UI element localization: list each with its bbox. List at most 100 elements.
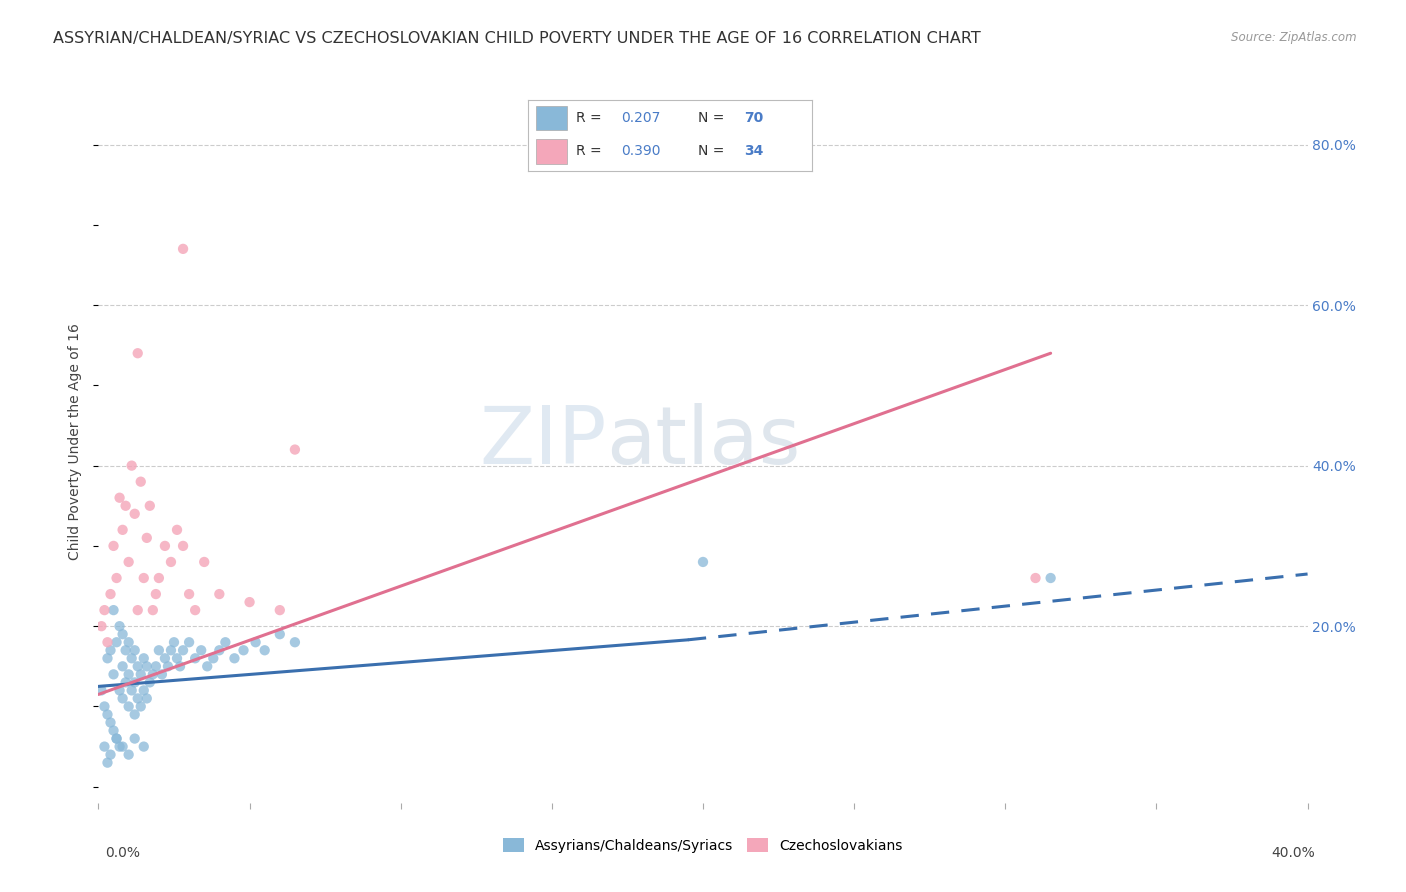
Point (245, 635, 267, 649)
Point (105, 635, 128, 649)
Point (132, 683, 155, 698)
Point (105, 731, 128, 746)
Point (111, 739, 134, 754)
Point (169, 659, 191, 673)
Point (145, 659, 167, 673)
Text: ZIP: ZIP (479, 402, 606, 481)
Point (232, 643, 254, 657)
Point (108, 619, 131, 633)
Point (124, 507, 146, 521)
Point (121, 458, 143, 473)
Point (111, 627, 134, 641)
Point (114, 643, 136, 657)
Point (96, 756, 118, 770)
Point (105, 571, 128, 585)
Point (129, 475, 152, 489)
Point (132, 651, 155, 665)
Point (135, 531, 157, 545)
Point (166, 651, 188, 665)
Point (103, 667, 125, 681)
Point (208, 643, 231, 657)
Point (129, 667, 152, 681)
Point (190, 643, 212, 657)
Point (139, 675, 162, 690)
Point (163, 635, 186, 649)
Point (284, 442, 307, 457)
Point (224, 651, 246, 665)
Point (96, 635, 118, 649)
Text: Source: ZipAtlas.com: Source: ZipAtlas.com (1232, 31, 1357, 45)
Point (93, 739, 115, 754)
Point (132, 571, 155, 585)
Point (179, 587, 201, 601)
Point (124, 643, 146, 657)
Point (114, 675, 136, 690)
Point (193, 555, 215, 569)
Point (111, 691, 134, 706)
Text: 40.0%: 40.0% (1271, 846, 1315, 860)
Point (114, 499, 136, 513)
Point (150, 667, 173, 681)
Point (96, 651, 118, 665)
Point (124, 731, 146, 746)
Point (184, 651, 207, 665)
Point (253, 643, 276, 657)
Point (148, 643, 170, 657)
Point (118, 635, 141, 649)
Point (100, 715, 122, 730)
Point (214, 635, 236, 649)
Point (90, 683, 112, 698)
Text: 0.0%: 0.0% (105, 846, 141, 860)
Legend: Assyrians/Chaldeans/Syriacs, Czechoslovakians: Assyrians/Chaldeans/Syriacs, Czechoslova… (498, 832, 908, 858)
Point (184, 603, 207, 617)
Point (118, 747, 141, 762)
Point (103, 603, 125, 617)
Point (127, 659, 149, 673)
Point (111, 523, 134, 537)
Point (160, 555, 183, 569)
Point (284, 635, 307, 649)
Point (142, 667, 165, 681)
Point (100, 587, 122, 601)
Point (160, 643, 183, 657)
Point (127, 691, 149, 706)
Point (692, 555, 714, 569)
Point (145, 587, 167, 601)
Y-axis label: Child Poverty Under the Age of 16: Child Poverty Under the Age of 16 (69, 323, 83, 560)
Point (127, 603, 149, 617)
Point (239, 595, 262, 609)
Point (135, 659, 157, 673)
Point (105, 731, 128, 746)
Point (172, 539, 194, 553)
Point (1024, 571, 1046, 585)
Text: ASSYRIAN/CHALDEAN/SYRIAC VS CZECHOSLOVAKIAN CHILD POVERTY UNDER THE AGE OF 16 CO: ASSYRIAN/CHALDEAN/SYRIAC VS CZECHOSLOVAK… (53, 31, 981, 46)
Point (179, 635, 201, 649)
Point (124, 707, 146, 722)
Point (142, 603, 165, 617)
Point (269, 627, 291, 641)
Point (111, 659, 134, 673)
Point (132, 739, 155, 754)
Point (135, 691, 157, 706)
Point (208, 587, 231, 601)
Point (124, 675, 146, 690)
Point (118, 699, 141, 714)
Point (148, 571, 170, 585)
Point (139, 499, 162, 513)
Point (103, 723, 125, 738)
Point (156, 659, 179, 673)
Point (118, 667, 141, 681)
Point (172, 643, 194, 657)
Text: atlas: atlas (606, 402, 800, 481)
Point (129, 699, 152, 714)
Point (100, 747, 122, 762)
Point (96, 707, 118, 722)
Point (1039, 571, 1062, 585)
Point (108, 739, 131, 754)
Point (100, 643, 122, 657)
Point (269, 603, 291, 617)
Point (153, 539, 176, 553)
Point (121, 651, 143, 665)
Point (93, 699, 115, 714)
Point (90, 619, 112, 633)
